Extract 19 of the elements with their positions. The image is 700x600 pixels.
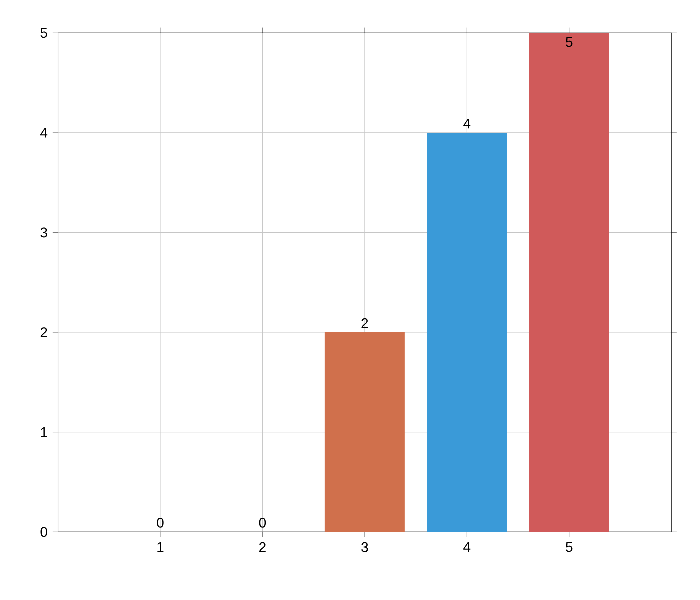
bar <box>427 132 508 532</box>
y-tick-label: 1 <box>41 428 48 438</box>
bar <box>324 332 405 532</box>
data-label: 0 <box>259 518 266 528</box>
data-label: 4 <box>464 119 471 129</box>
y-tick-label: 2 <box>40 328 48 338</box>
x-tick-label: 4 <box>464 542 471 552</box>
data-label: 5 <box>566 37 573 48</box>
x-tick-label: 2 <box>260 542 266 552</box>
x-tick-label: 1 <box>158 542 164 552</box>
x-tick-label: 5 <box>566 542 573 552</box>
data-label: 2 <box>362 318 368 328</box>
x-tick-label: 3 <box>362 542 368 552</box>
bar <box>529 33 610 532</box>
y-tick-label: 0 <box>40 527 48 538</box>
data-label: 0 <box>157 518 164 528</box>
y-tick-label: 4 <box>40 128 48 138</box>
y-tick-label: 3 <box>40 228 48 238</box>
y-tick-label: 5 <box>40 28 48 38</box>
